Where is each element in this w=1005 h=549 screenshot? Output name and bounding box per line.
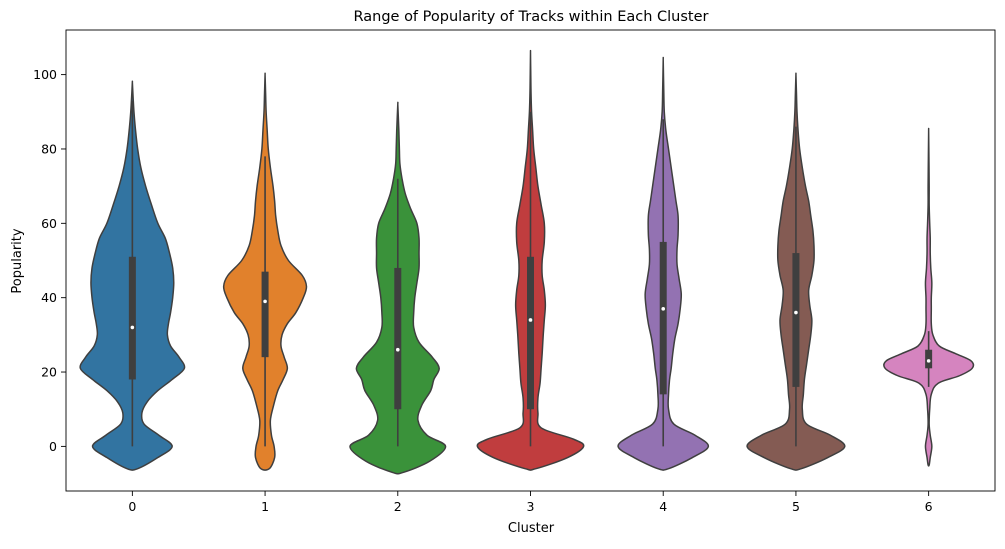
y-tick-label: 80 bbox=[41, 141, 57, 156]
x-axis: 0 1 2 3 4 5 6 bbox=[128, 491, 933, 514]
iqr-box bbox=[261, 271, 269, 358]
iqr-box bbox=[527, 256, 534, 410]
iqr-box bbox=[394, 267, 402, 410]
violin-cluster-5 bbox=[746, 72, 846, 471]
y-axis: 0 20 40 60 80 100 bbox=[33, 67, 66, 454]
iqr-box bbox=[128, 256, 136, 380]
violin-cluster-2 bbox=[349, 101, 447, 475]
median-dot bbox=[926, 359, 931, 363]
iqr-box bbox=[792, 253, 800, 387]
iqr-box bbox=[925, 349, 933, 369]
x-tick-label: 2 bbox=[394, 499, 402, 514]
violin-body bbox=[883, 127, 975, 467]
x-axis-label: Cluster bbox=[508, 521, 555, 536]
x-tick-label: 5 bbox=[792, 499, 800, 514]
iqr-box bbox=[659, 241, 667, 395]
violin-cluster-1 bbox=[222, 72, 308, 471]
median-dot bbox=[263, 299, 267, 304]
chart-title: Range of Popularity of Tracks within Eac… bbox=[354, 9, 709, 25]
violin-layer bbox=[79, 49, 975, 475]
x-tick-label: 3 bbox=[527, 499, 535, 514]
y-tick-label: 0 bbox=[49, 439, 57, 454]
y-tick-label: 60 bbox=[41, 216, 57, 231]
median-dot bbox=[794, 310, 798, 315]
y-axis-label: Popularity bbox=[10, 228, 25, 293]
x-tick-label: 4 bbox=[659, 499, 667, 514]
x-tick-label: 1 bbox=[261, 499, 269, 514]
violin-cluster-4 bbox=[617, 56, 710, 471]
y-tick-label: 20 bbox=[41, 365, 57, 380]
median-dot bbox=[395, 347, 400, 352]
median-dot bbox=[661, 307, 666, 311]
y-tick-label: 40 bbox=[41, 290, 57, 305]
violin-cluster-0 bbox=[79, 80, 186, 471]
violin-cluster-6 bbox=[883, 127, 975, 467]
x-tick-label: 0 bbox=[128, 499, 136, 514]
median-dot bbox=[130, 325, 135, 330]
violin-cluster-3 bbox=[476, 49, 585, 471]
plot-frame bbox=[65, 29, 996, 492]
median-dot bbox=[528, 318, 533, 322]
x-tick-label: 6 bbox=[925, 499, 933, 514]
y-tick-label: 100 bbox=[33, 67, 57, 82]
